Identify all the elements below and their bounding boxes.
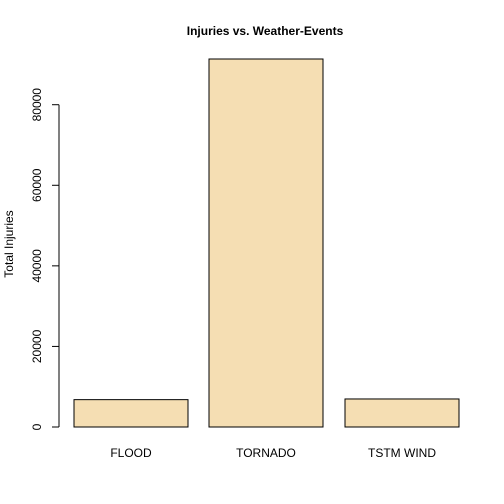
bars-group: [73, 58, 460, 428]
bar-tstm-wind: [344, 398, 460, 428]
y-axis-label: Total Injuries: [2, 210, 16, 277]
y-tick-label: 80000: [30, 88, 44, 122]
chart-title: Injuries vs. Weather-Events: [187, 24, 344, 38]
bar-flood: [73, 399, 189, 428]
x-axis-labels: FLOOD TORNADO TSTM WIND: [110, 446, 436, 460]
y-tick-label: 20000: [30, 329, 44, 363]
x-tick-label: FLOOD: [110, 446, 152, 460]
y-tick-label: 0: [30, 423, 44, 430]
bar-tornado: [208, 58, 324, 428]
y-tick-label: 60000: [30, 168, 44, 202]
y-axis: 0 20000 40000 60000 80000: [30, 88, 60, 430]
x-tick-label: TORNADO: [236, 446, 296, 460]
y-tick-label: 40000: [30, 249, 44, 283]
x-tick-label: TSTM WIND: [368, 446, 436, 460]
